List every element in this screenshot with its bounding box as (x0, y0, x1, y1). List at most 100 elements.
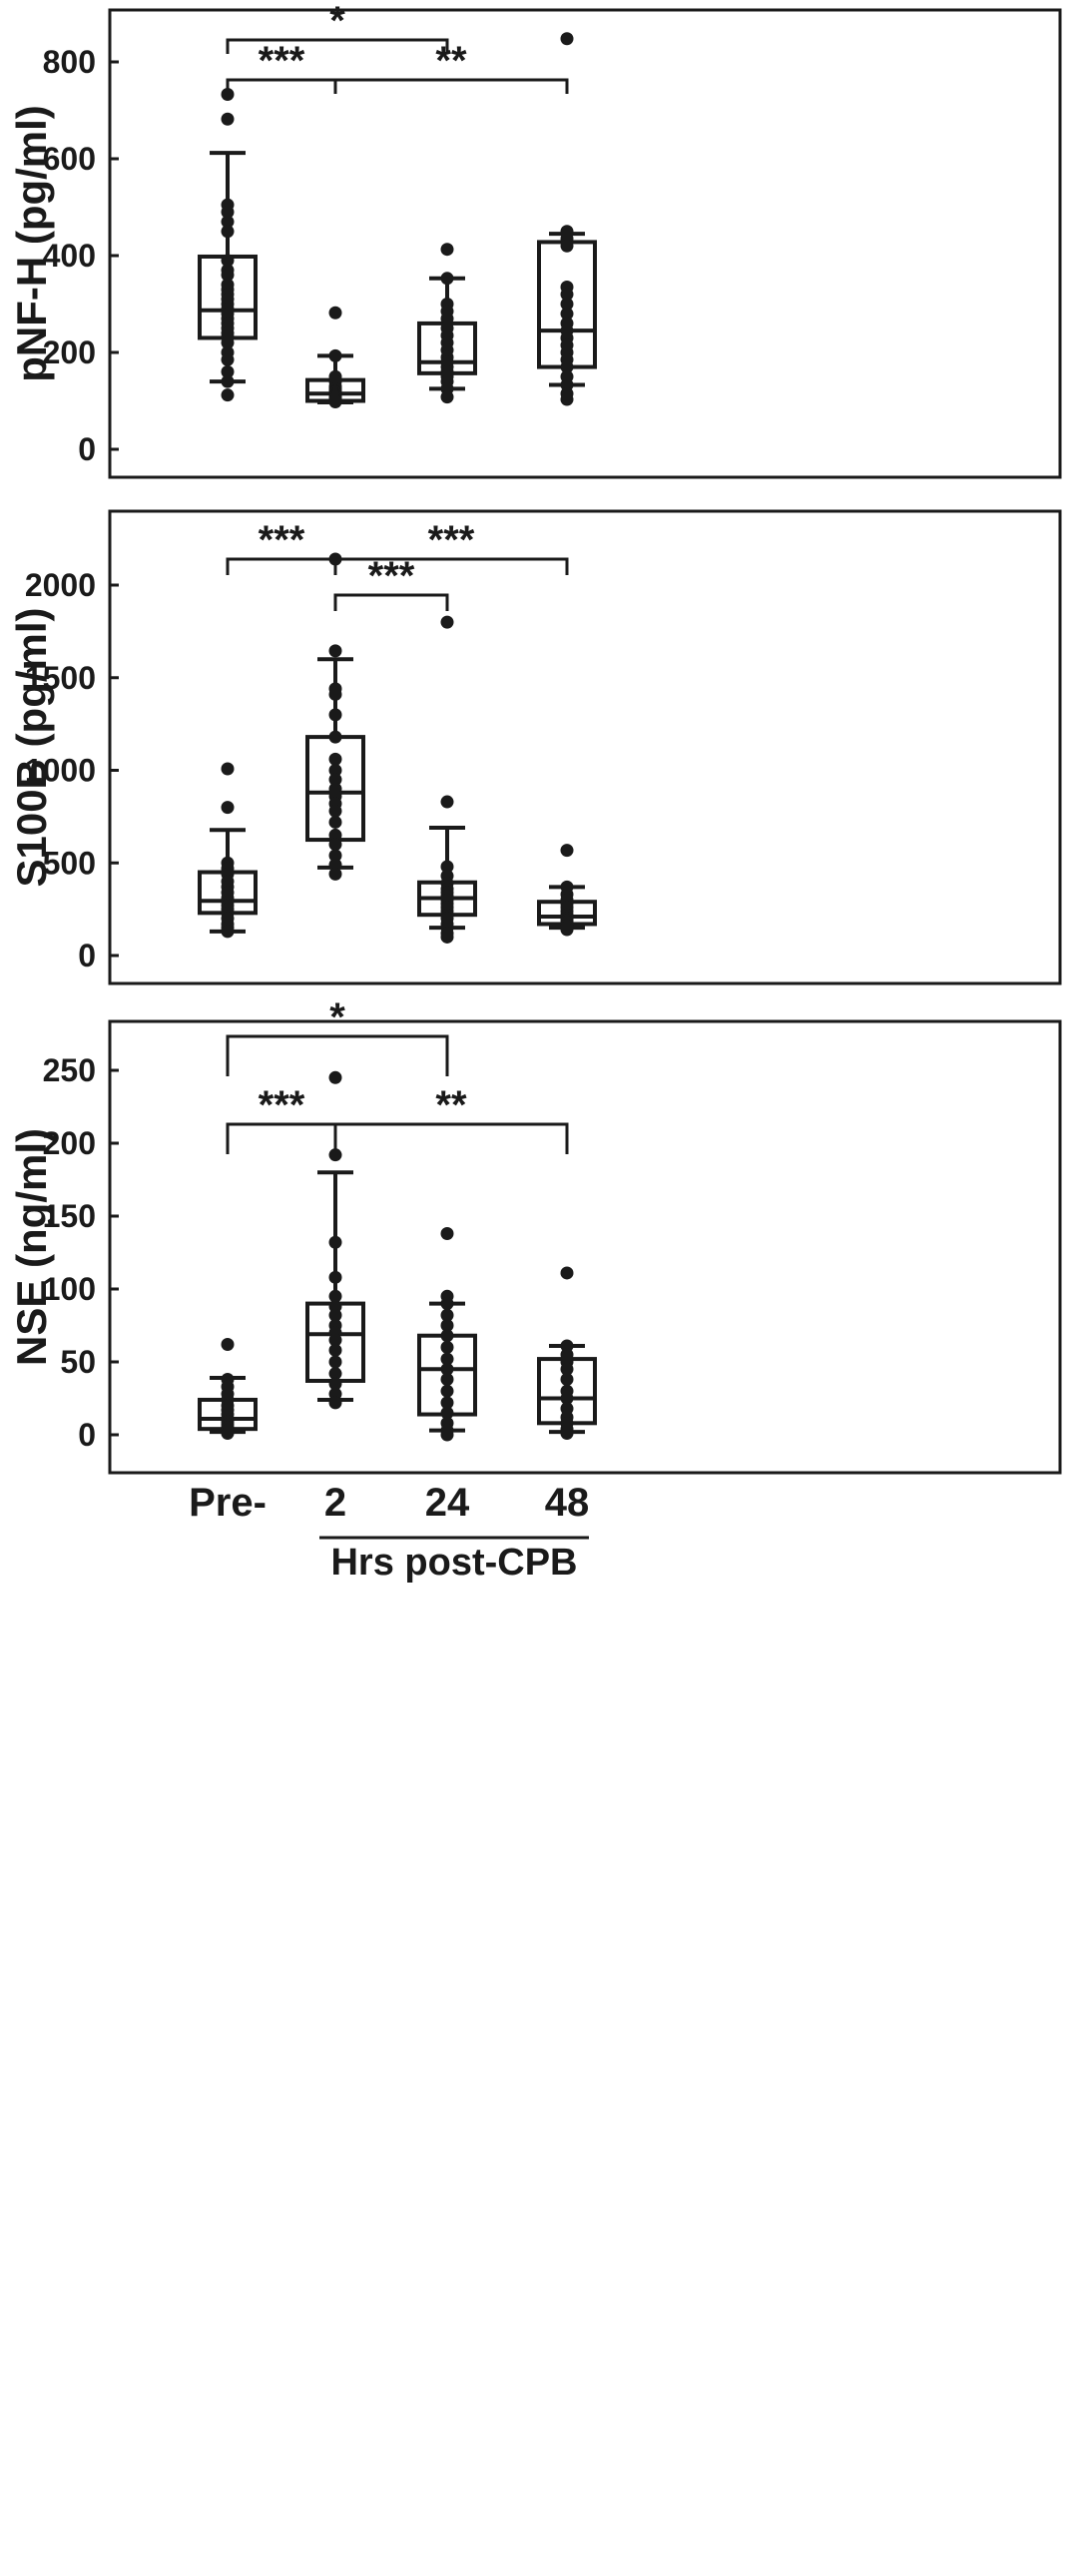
data-point (440, 1308, 454, 1322)
data-point (221, 1427, 235, 1441)
y-axis-label: pNF-H (pg/ml) (8, 105, 55, 382)
data-point (328, 1148, 342, 1162)
data-point (328, 1343, 342, 1357)
data-point (328, 752, 342, 766)
x-axis-categories: Pre- 2 24 48 Hrs post-CPB (189, 1481, 589, 1584)
data-point (440, 1340, 454, 1354)
y-tick-label: 0 (78, 431, 96, 467)
data-point (440, 243, 454, 257)
significance-bracket (226, 1034, 449, 1076)
data-point (328, 849, 342, 863)
data-point (221, 1337, 235, 1351)
x-category-label: 2 (324, 1481, 346, 1525)
data-point (440, 1396, 454, 1410)
plot-frame (108, 509, 1062, 985)
significance-label: *** (259, 1083, 305, 1127)
plot-frame (108, 1019, 1062, 1475)
plot-frame (108, 8, 1062, 479)
y-tick-label: 200 (43, 1125, 96, 1161)
data-point (328, 1396, 342, 1410)
x-category-label: Pre- (189, 1481, 267, 1525)
significance-bracket (226, 1122, 337, 1154)
data-point (560, 360, 574, 374)
data-point (440, 312, 454, 325)
data-point (221, 87, 235, 101)
data-point (560, 1392, 574, 1405)
data-point (440, 615, 454, 629)
data-point (440, 1384, 454, 1398)
panel-s100b: 0 500 1000 1500 2000 S100B (pg/ml) *** *** *** (8, 509, 1062, 985)
x-group-label: Hrs post-CPB (330, 1542, 577, 1584)
data-point (328, 1308, 342, 1322)
data-point (440, 1329, 454, 1343)
data-point (560, 923, 574, 937)
data-point (221, 374, 235, 388)
y-tick-label: 250 (43, 1052, 96, 1088)
data-point (328, 1333, 342, 1347)
data-point (440, 1297, 454, 1311)
data-point (440, 1227, 454, 1241)
data-point (560, 1266, 574, 1280)
data-point (221, 335, 235, 349)
data-point (328, 867, 342, 881)
data-point (440, 1362, 454, 1376)
y-tick-label: 0 (78, 1417, 96, 1453)
significance-bracket (333, 78, 569, 94)
data-point (440, 390, 454, 404)
significance-label: * (329, 0, 345, 43)
data-point (328, 1355, 342, 1369)
y-tick-label: 2000 (25, 567, 96, 603)
data-point (221, 112, 235, 126)
data-point (328, 348, 342, 362)
y-axis-label: S100B (pg/ml) (8, 607, 55, 887)
data-point (328, 687, 342, 701)
data-point (221, 205, 235, 219)
data-point (328, 644, 342, 658)
data-point (328, 1377, 342, 1391)
data-point (328, 394, 342, 408)
data-point (221, 801, 235, 815)
data-point (221, 215, 235, 229)
data-point (328, 306, 342, 320)
significance-label: * (329, 995, 345, 1039)
data-point (560, 239, 574, 253)
y-tick-label: 800 (43, 44, 96, 80)
significance-label: ** (435, 1083, 467, 1127)
x-category-label: 48 (545, 1481, 590, 1525)
data-point (328, 804, 342, 818)
data-point (328, 828, 342, 842)
data-point (560, 392, 574, 406)
data-point (560, 32, 574, 46)
significance-bracket (333, 557, 569, 575)
significance-label: *** (428, 518, 475, 562)
data-point (560, 1427, 574, 1441)
data-point (221, 388, 235, 402)
data-point (440, 1352, 454, 1366)
y-tick-label: 500 (43, 845, 96, 881)
significance-label: *** (259, 518, 305, 562)
data-point (221, 925, 235, 939)
y-tick-label: 600 (43, 141, 96, 177)
data-point (221, 762, 235, 776)
y-axis-label: NSE (ng/ml) (8, 1128, 55, 1366)
significance-label: ** (435, 39, 467, 83)
data-point (328, 1070, 342, 1084)
data-point (221, 225, 235, 239)
data-point (440, 1406, 454, 1420)
data-point (440, 930, 454, 944)
significance-label: *** (368, 554, 415, 598)
data-point (328, 1367, 342, 1381)
y-tick-label: 150 (43, 1198, 96, 1234)
data-point (440, 1373, 454, 1387)
data-point (221, 352, 235, 366)
data-point (440, 272, 454, 286)
data-point (560, 307, 574, 321)
x-category-label: 24 (425, 1481, 470, 1525)
data-point (560, 1362, 574, 1376)
data-point (328, 838, 342, 852)
significance-bracket (333, 593, 449, 611)
significance-label: *** (259, 39, 305, 83)
data-point (560, 288, 574, 302)
